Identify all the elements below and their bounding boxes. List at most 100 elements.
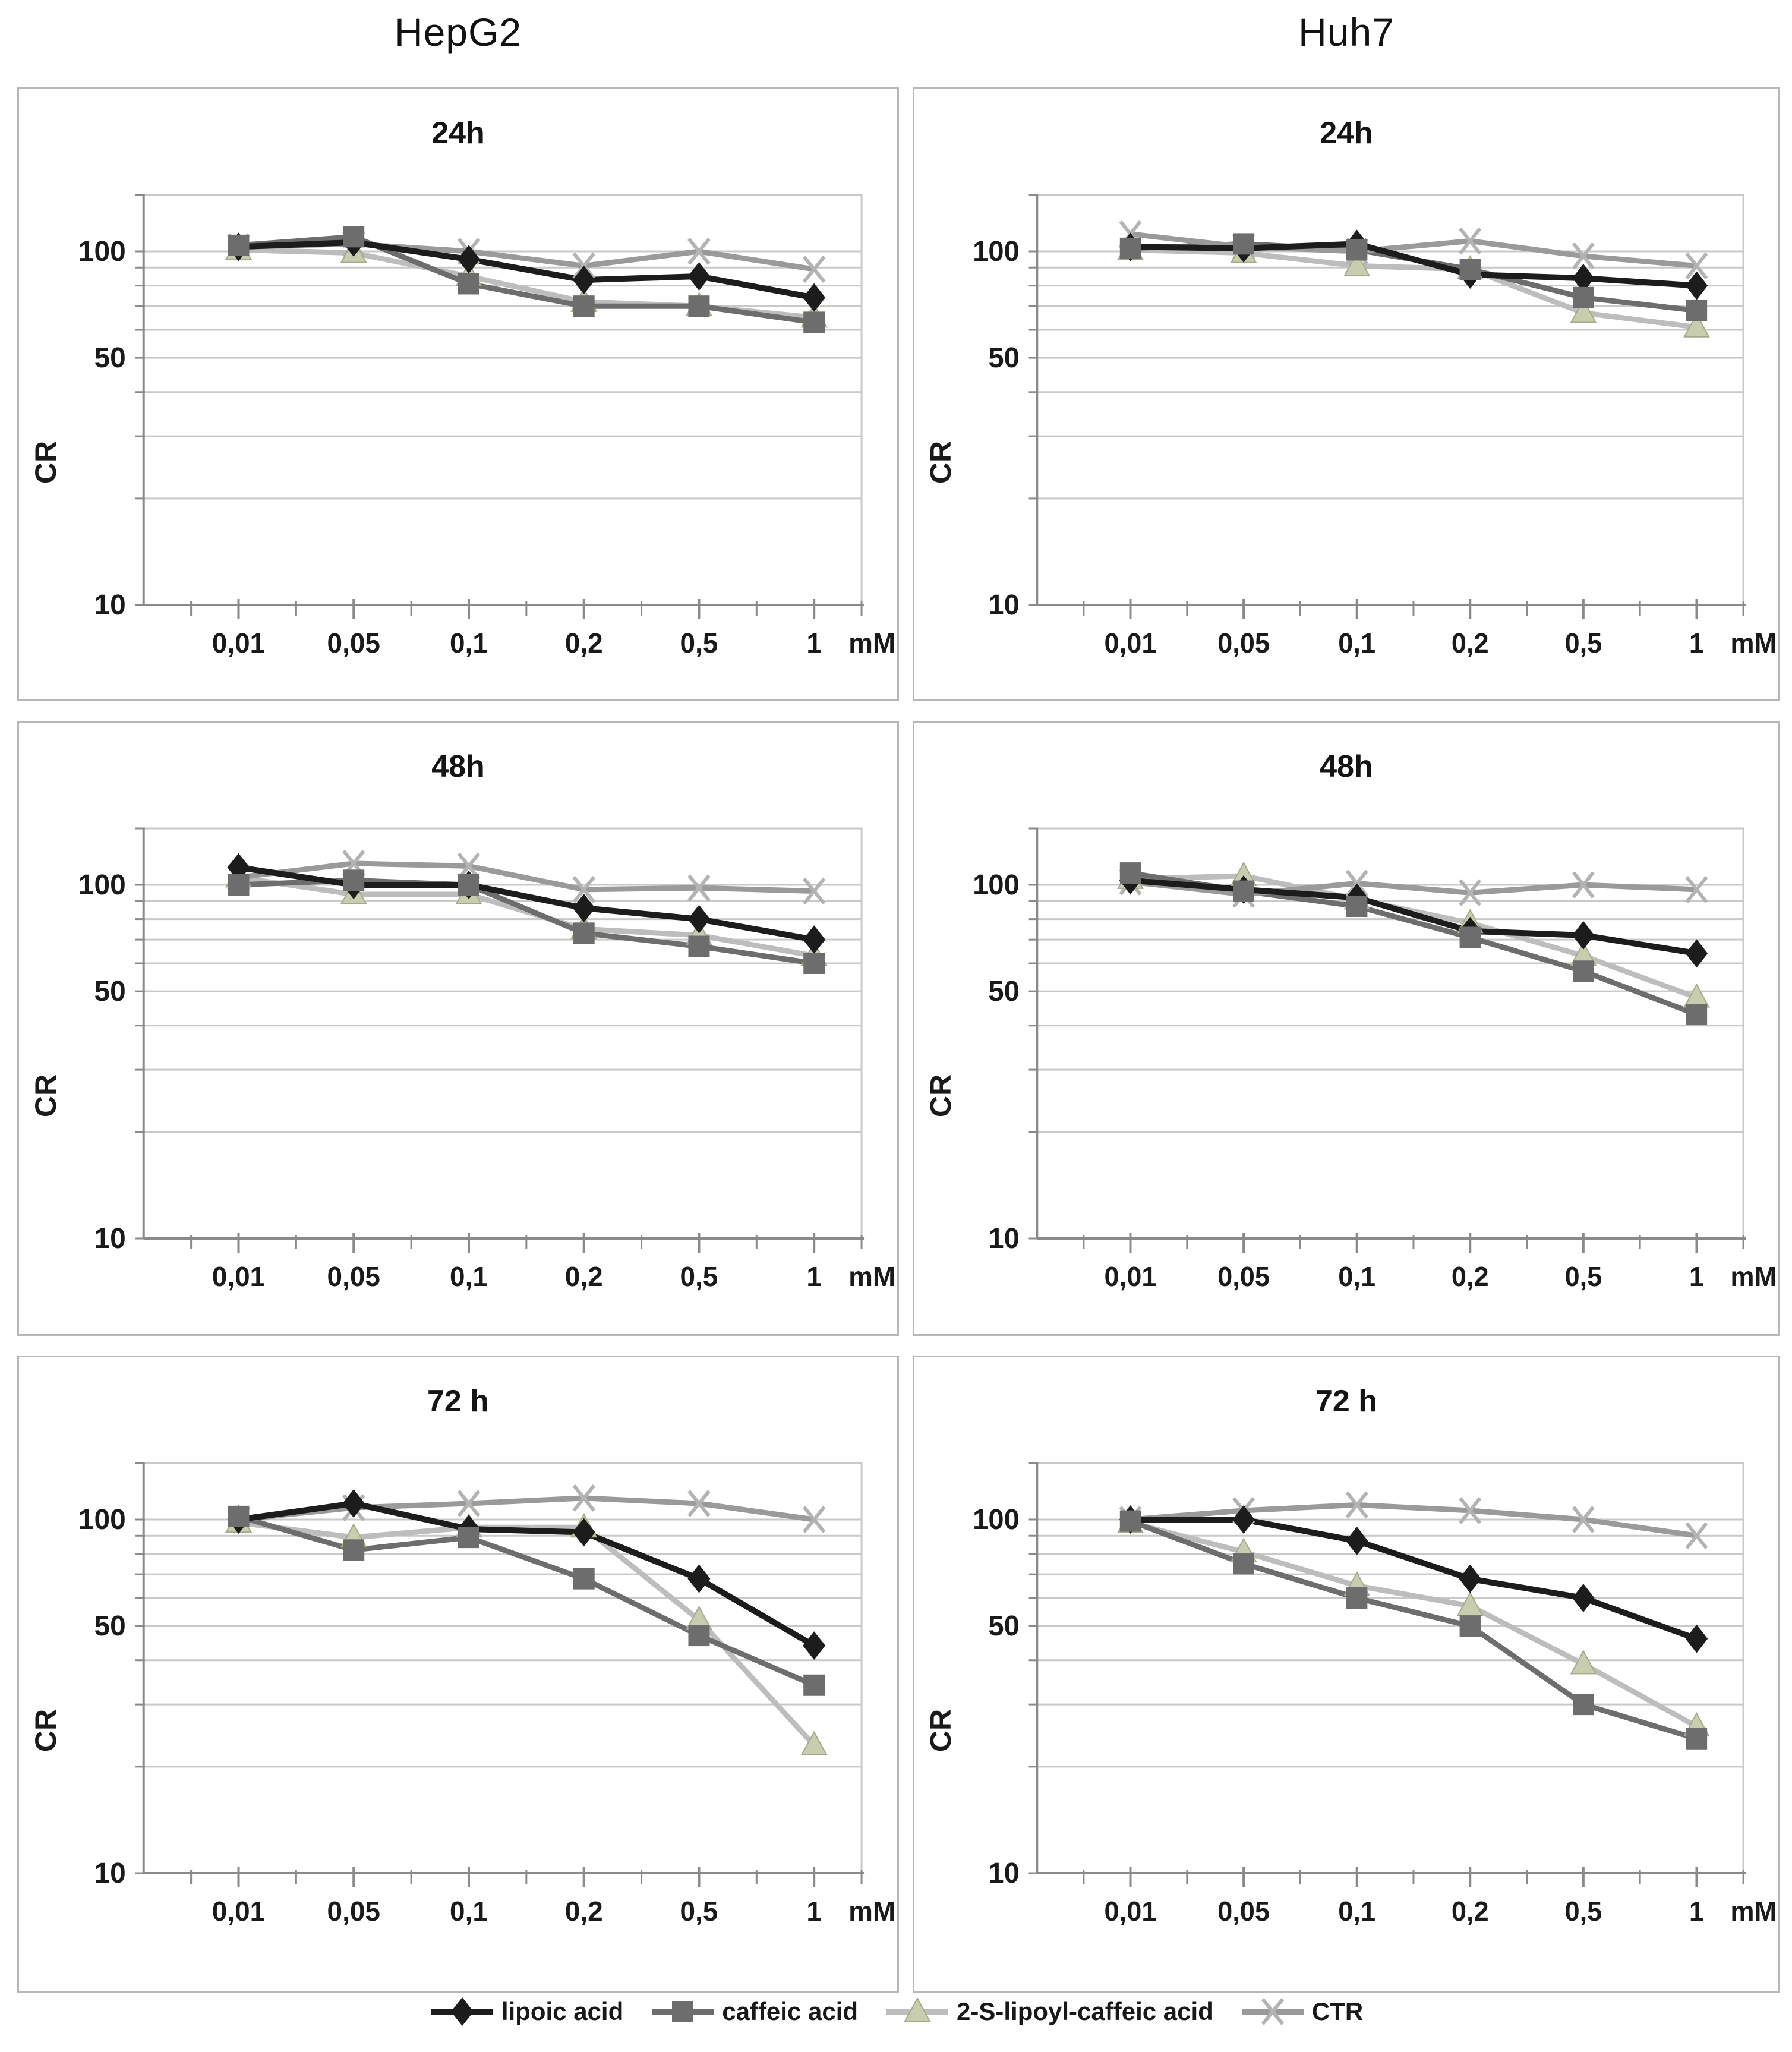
x-tick-label: 0,01: [1105, 1896, 1157, 1927]
triangle-marker-icon: [884, 1997, 951, 2026]
line-chart-huh7-24h: 100 50 10 0,01 0,05 0,1 0,2 0,5 1 mM CR: [914, 183, 1778, 718]
series-line-caffeic-acid: [1130, 870, 1698, 1017]
x-marker: [1345, 1491, 1368, 1519]
x-tick-label: 0,2: [1452, 628, 1489, 658]
y-tick-label: 10: [988, 590, 1019, 621]
x-marker: [1572, 242, 1595, 270]
x-tick-label: 0,05: [327, 1896, 380, 1927]
chart-panel-huh7-48h: 48h 100 50 10 0,01 0,05 0,1 0,2 0,5 1 mM CR: [913, 721, 1780, 1336]
y-tick-label: 10: [94, 590, 125, 621]
series-line-ctr: [1130, 1502, 1698, 1539]
x-marker: [802, 877, 826, 905]
x-marker: [457, 1490, 481, 1517]
y-tick-label: 50: [988, 976, 1019, 1007]
x-tick-label: 0,5: [1564, 1896, 1602, 1927]
triangle-marker: [1683, 313, 1710, 338]
series-line-lipoic-acid: [1130, 877, 1698, 957]
legend-item-label: CTR: [1311, 1997, 1364, 2025]
x-marker: [1345, 869, 1368, 897]
diamond-marker: [1685, 271, 1708, 300]
x-marker: [802, 1506, 826, 1533]
square-marker-icon: [649, 1997, 716, 2026]
x-tick-label: 0,5: [680, 628, 718, 658]
chart-plot-area: 100 50 10 0,01 0,05 0,1 0,2 0,5 1 mM CR: [29, 194, 895, 658]
series-line-caffeic-acid: [1129, 1518, 1698, 1742]
chart-panel-huh7-72h: 72 h 100 50 10 0,01 0,05 0,1 0,2 0,5 1 mM CR: [913, 1356, 1780, 1993]
diamond-marker: [1685, 1624, 1708, 1653]
diamond-marker-icon: [429, 1997, 496, 2026]
square-marker: [1233, 233, 1254, 255]
x-unit-label: mM: [1730, 1262, 1777, 1292]
x-tick-label: 1: [1689, 1262, 1704, 1292]
square-marker: [228, 874, 250, 896]
x-unit-label: mM: [848, 1261, 895, 1292]
panel-title: 72 h: [1315, 1384, 1378, 1419]
x-tick-label: 0,1: [1338, 628, 1375, 658]
square-marker: [1459, 926, 1481, 948]
x-unit-label: mM: [1730, 628, 1777, 658]
square-marker: [458, 874, 479, 896]
y-axis-title: CR: [29, 1074, 62, 1117]
y-tick-label: 100: [78, 236, 126, 267]
x-tick-label: 0,05: [1217, 1896, 1270, 1927]
diamond-marker: [687, 1564, 711, 1593]
line-chart-huh7-48h: 100 50 10 0,01 0,05 0,1 0,2 0,5 1 mM CR: [914, 817, 1778, 1351]
x-tick-label: 0,05: [327, 1261, 380, 1292]
x-unit-label: mM: [848, 1896, 895, 1927]
x-tick-label: 0,1: [450, 628, 488, 658]
x-marker-icon: [1239, 1997, 1306, 2026]
diamond-marker: [342, 1489, 365, 1518]
chart-plot-area: 100 50 10 0,01 0,05 0,1 0,2 0,5 1 mM CR: [29, 1462, 895, 1927]
legend-swatch: [1241, 1998, 1304, 2025]
diamond-marker: [227, 853, 250, 882]
square-marker: [343, 226, 365, 248]
x-tick-label: 0,1: [1338, 1262, 1375, 1292]
diamond-marker: [687, 261, 711, 291]
chart-panel-hepg2-48h: 48h 100 50 10 0,01 0,05 0,1 0,2 0,5 1 mM CR: [17, 721, 899, 1336]
x-tick-label: 1: [1689, 628, 1704, 658]
x-tick-label: 0,01: [1105, 1262, 1157, 1292]
panel-title: 48h: [431, 749, 485, 784]
x-marker: [1459, 879, 1482, 907]
series-line-2-s-lipoyl-caffeic-acid: [1130, 1520, 1698, 1729]
legend-item-lipoic-acid: lipoic acid: [429, 1997, 623, 2026]
diamond-marker: [1346, 1526, 1368, 1555]
x-tick-label: 0,5: [680, 1261, 718, 1292]
y-tick-label: 10: [988, 1858, 1019, 1889]
x-tick-label: 0,5: [1564, 1262, 1602, 1292]
square-marker: [1233, 880, 1254, 902]
chart-panel-huh7-24h: 24h 100 50 10 0,01 0,05 0,1 0,2 0,5 1 mM CR: [913, 87, 1780, 701]
y-tick-label: 10: [94, 1858, 125, 1889]
y-axis-title: CR: [924, 1074, 957, 1117]
panel-title: 48h: [1320, 749, 1373, 784]
y-tick-label: 50: [94, 342, 125, 374]
square-marker: [688, 935, 710, 957]
y-axis-title: CR: [29, 441, 62, 484]
square-marker: [573, 922, 595, 944]
x-tick-label: 1: [806, 628, 822, 658]
square-marker: [803, 1674, 825, 1696]
y-tick-label: 100: [973, 236, 1020, 267]
x-tick-label: 0,01: [212, 628, 265, 658]
x-tick-label: 0,2: [565, 1261, 603, 1292]
x-tick-label: 0,2: [1452, 1896, 1489, 1927]
square-marker: [688, 295, 710, 317]
x-tick-label: 1: [1689, 1896, 1704, 1927]
square-marker: [343, 1539, 365, 1561]
legend-swatch: [886, 1997, 949, 2022]
diamond-marker: [450, 1997, 474, 2026]
line-chart-huh7-72h: 100 50 10 0,01 0,05 0,1 0,2 0,5 1 mM CR: [914, 1451, 1778, 1986]
x-marker: [1459, 1497, 1482, 1524]
line-chart-hepg2-72h: 100 50 10 0,01 0,05 0,1 0,2 0,5 1 mM CR: [19, 1451, 897, 1986]
x-marker: [1261, 1998, 1285, 2025]
x-tick-label: 0,05: [327, 628, 380, 658]
y-tick-label: 100: [973, 869, 1020, 901]
series-line-caffeic-acid: [238, 1514, 815, 1688]
x-marker: [1459, 227, 1482, 255]
square-marker: [1573, 286, 1594, 308]
diamond-marker: [572, 1518, 595, 1547]
y-tick-label: 50: [988, 1610, 1019, 1642]
diamond-marker: [1572, 1584, 1595, 1612]
square-marker: [1686, 1004, 1708, 1026]
legend-item-label: 2-S-lipoyl-caffeic acid: [957, 1997, 1213, 2025]
